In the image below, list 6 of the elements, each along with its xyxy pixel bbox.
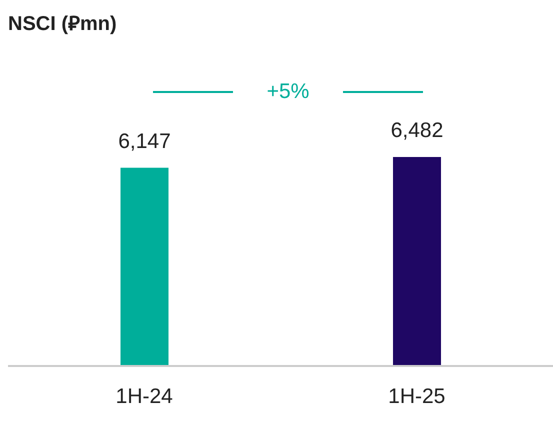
data-label: 6,482 [390, 118, 444, 142]
x-tick-label: 1H-25 [388, 384, 446, 408]
data-label: 6,147 [118, 130, 171, 153]
x-tick-label: 1H-24 [116, 384, 174, 408]
text: +5% [266, 80, 310, 104]
chart-title: NSCI (⃁mn) [8, 12, 117, 36]
